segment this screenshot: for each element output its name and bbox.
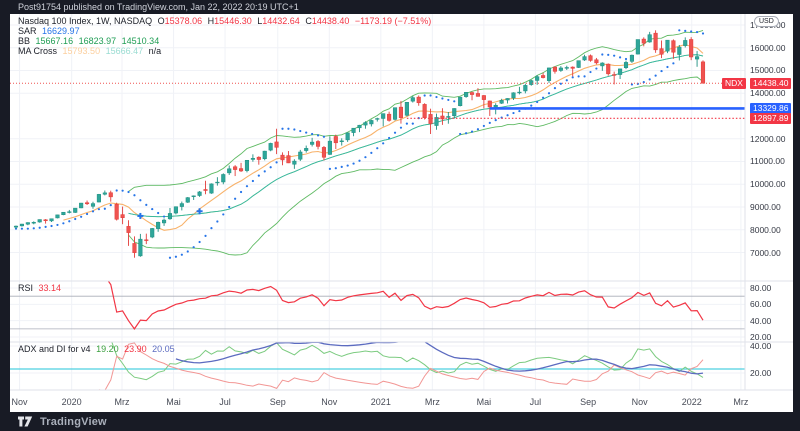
blue-line-price-badge: 13329.86	[750, 102, 792, 114]
time-axis-label: Mai	[166, 397, 181, 407]
sar-legend-row[interactable]: SAR 16629.97	[18, 26, 83, 36]
adx-legend-row[interactable]: ADX and DI for v4 19.20 23.90 20.05	[18, 344, 178, 354]
price-axis-label: 7000.00	[750, 247, 781, 258]
rsi-axis-label: 20.00	[750, 332, 772, 343]
time-axis-label: Nov	[11, 397, 28, 407]
price-axis-label: 12000.00	[750, 133, 786, 144]
bb-lower-value: 14510.34	[121, 36, 160, 46]
bb-label: BB	[18, 36, 31, 46]
high-label: H	[207, 16, 215, 26]
rsi-legend-row[interactable]: RSI 33.14	[18, 283, 64, 293]
bb-legend-row[interactable]: BB 15667.16 16823.97 14510.34	[18, 36, 162, 46]
tradingview-logo-icon	[18, 416, 33, 427]
close-value: 14438.40	[311, 16, 350, 26]
adx-value: 20.05	[152, 344, 175, 354]
ma-cross-legend-row[interactable]: MA Cross 15793.50 15666.47 n/a	[18, 46, 164, 56]
bb-basis-value: 15667.16	[35, 36, 74, 46]
adx-axis-label: 20.00	[750, 368, 772, 378]
bb-upper-value: 16823.97	[78, 36, 117, 46]
symbol-badge: NDX	[722, 77, 746, 89]
ma-fast-value: 15793.50	[62, 46, 101, 56]
time-axis-label: Mai	[476, 397, 492, 407]
change-value: −1173.19 (−7.51%)	[354, 16, 432, 26]
plus-di-value: 19.20	[96, 344, 119, 354]
low-value: 14432.64	[262, 16, 300, 26]
rsi-axis-label: 60.00	[750, 299, 772, 310]
price-axis-label: 8000.00	[750, 224, 781, 235]
price-axis-label: 9000.00	[750, 202, 781, 212]
time-axis-label: Mrz	[733, 397, 749, 407]
price-axis-label: 15000.00	[750, 65, 786, 76]
price-axis-label: 16000.00	[750, 42, 786, 53]
time-axis-label: Nov	[321, 397, 338, 407]
publish-text: Post91754 published on TradingView.com, …	[18, 2, 299, 12]
time-axis-label: 2020	[61, 397, 82, 407]
price-axis-label: 11000.00	[750, 156, 785, 167]
time-axis-label: Jul	[219, 397, 231, 407]
time-axis-label: Mrz	[424, 397, 440, 407]
red-line-price-badge: 12897.89	[750, 112, 792, 124]
chart-canvas[interactable]	[10, 14, 793, 412]
open-value: 15378.06	[164, 16, 203, 26]
last-price-badge: 14438.40	[750, 77, 792, 89]
time-axis-label: Jul	[529, 397, 542, 407]
sar-value: 16629.97	[42, 26, 80, 36]
currency-badge[interactable]: USD	[754, 16, 779, 27]
time-axis-label: Mrz	[114, 397, 130, 407]
high-value: 15446.30	[214, 16, 252, 26]
time-axis-label: Sep	[580, 397, 597, 407]
time-axis-label: 2022	[681, 397, 702, 407]
time-axis-label: 2021	[370, 397, 391, 407]
rsi-label: RSI	[18, 283, 34, 293]
ma-cross-value: n/a	[148, 46, 162, 56]
rsi-axis-label: 40.00	[750, 315, 772, 326]
time-axis-label: Sep	[269, 397, 286, 407]
sar-label: SAR	[18, 26, 37, 36]
symbol-legend-row[interactable]: Nasdaq 100 Index, 1W, NASDAQ O15378.06 H…	[18, 16, 434, 26]
symbol-title: Nasdaq 100 Index, 1W, NASDAQ	[18, 16, 153, 26]
close-label: C	[305, 16, 312, 26]
adx-axis-label: 40.00	[750, 341, 772, 352]
rsi-value: 33.14	[38, 283, 62, 293]
footer-bar: TradingView	[0, 412, 800, 431]
low-label: L	[257, 16, 263, 26]
adx-label: ADX and DI for v4	[18, 344, 91, 354]
minus-di-value: 23.90	[124, 344, 147, 354]
chart-panel: Nasdaq 100 Index, 1W, NASDAQ O15378.06 H…	[10, 14, 793, 412]
ma-slow-value: 15666.47	[105, 46, 144, 56]
publish-header: Post91754 published on TradingView.com, …	[0, 0, 800, 14]
ma-cross-label: MA Cross	[18, 46, 58, 56]
open-label: O	[157, 16, 165, 26]
time-axis-label: Nov	[631, 397, 648, 407]
footer-brand: TradingView	[40, 415, 107, 428]
rsi-axis-label: 80.00	[750, 283, 772, 294]
price-axis-label: 14000.00	[750, 88, 786, 99]
price-axis-label: 10000.00	[750, 179, 786, 190]
